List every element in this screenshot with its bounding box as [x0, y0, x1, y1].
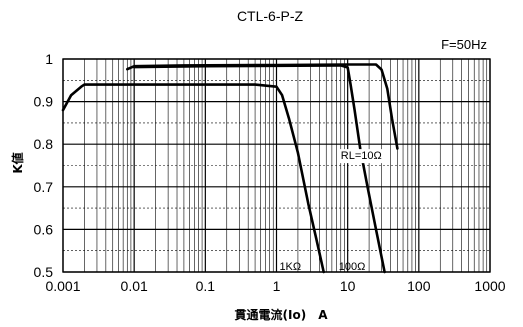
x-axis-label: 貫通電流(Io) A — [235, 307, 329, 322]
y-tick-label: 0.7 — [34, 179, 54, 195]
curve-labels: RL=10Ω 1KΩ 100Ω — [279, 149, 387, 273]
chart-title: CTL-6-P-Z — [237, 8, 304, 24]
x-tick-label: 1000 — [474, 278, 505, 294]
y-tick-label: 0.5 — [34, 264, 54, 280]
label-backdrop — [338, 149, 387, 164]
y-tick-label: 0.6 — [34, 221, 54, 237]
series-label-rl-10: RL=10Ω — [341, 150, 382, 162]
curves — [61, 63, 399, 274]
series-line-1k — [61, 83, 325, 274]
series-line-rl-10 — [126, 63, 399, 150]
x-tick-label: 0.01 — [121, 278, 148, 294]
plot-frame — [62, 58, 491, 273]
tick-labels: 0.001 0.01 0.1 1 10 100 1000 0.5 0.6 0.7 0.8 0.9 1 — [34, 51, 506, 294]
x-tick-label: 100 — [407, 278, 431, 294]
x-tick-label: 10 — [340, 278, 356, 294]
series-label-100: 100Ω — [339, 261, 366, 273]
y-tick-label: 0.8 — [34, 136, 54, 152]
series-label-1k: 1KΩ — [279, 261, 301, 273]
frequency-note: F=50Hz — [441, 37, 487, 52]
x-tick-label: 1 — [273, 278, 281, 294]
y-tick-label: 0.9 — [34, 94, 54, 110]
y-axis-label: K値 — [10, 152, 25, 173]
series-line-100 — [132, 64, 386, 274]
y-tick-label: 1 — [45, 51, 53, 67]
x-tick-label: 0.1 — [196, 278, 216, 294]
grid — [62, 58, 491, 273]
x-tick-label: 0.001 — [45, 278, 80, 294]
